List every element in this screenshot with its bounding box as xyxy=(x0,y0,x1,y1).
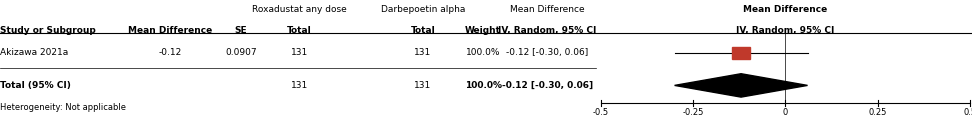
Text: 0.5: 0.5 xyxy=(963,108,972,117)
Text: 0.0907: 0.0907 xyxy=(226,48,257,57)
Text: IV, Random, 95% CI: IV, Random, 95% CI xyxy=(498,26,597,35)
Text: IV, Random, 95% CI: IV, Random, 95% CI xyxy=(736,26,835,35)
Text: Darbepoetin alpha: Darbepoetin alpha xyxy=(381,5,465,14)
Text: Study or Subgroup: Study or Subgroup xyxy=(0,26,96,35)
Text: Heterogeneity: Not applicable: Heterogeneity: Not applicable xyxy=(0,103,126,112)
Text: 131: 131 xyxy=(414,81,432,90)
Polygon shape xyxy=(675,74,808,97)
Text: 0.25: 0.25 xyxy=(869,108,886,117)
Text: Weight: Weight xyxy=(465,26,502,35)
Text: Akizawa 2021a: Akizawa 2021a xyxy=(0,48,68,57)
Text: Total: Total xyxy=(410,26,435,35)
Text: Mean Difference: Mean Difference xyxy=(510,5,584,14)
Text: -0.25: -0.25 xyxy=(682,108,704,117)
Text: 100.0%: 100.0% xyxy=(466,48,501,57)
Text: -0.12 [-0.30, 0.06]: -0.12 [-0.30, 0.06] xyxy=(502,81,593,90)
Text: -0.12 [-0.30, 0.06]: -0.12 [-0.30, 0.06] xyxy=(506,48,588,57)
Text: Total: Total xyxy=(287,26,312,35)
Text: Mean Difference: Mean Difference xyxy=(744,5,827,14)
Text: 100.0%: 100.0% xyxy=(465,81,502,90)
Text: 131: 131 xyxy=(414,48,432,57)
Text: SE: SE xyxy=(235,26,247,35)
Text: 131: 131 xyxy=(291,48,308,57)
Text: -0.12: -0.12 xyxy=(158,48,182,57)
Text: 0: 0 xyxy=(782,108,788,117)
Text: -0.5: -0.5 xyxy=(593,108,608,117)
Text: Mean Difference: Mean Difference xyxy=(128,26,212,35)
FancyBboxPatch shape xyxy=(732,47,749,58)
Text: Roxadustat any dose: Roxadustat any dose xyxy=(252,5,347,14)
Text: 131: 131 xyxy=(291,81,308,90)
Text: Total (95% CI): Total (95% CI) xyxy=(0,81,71,90)
